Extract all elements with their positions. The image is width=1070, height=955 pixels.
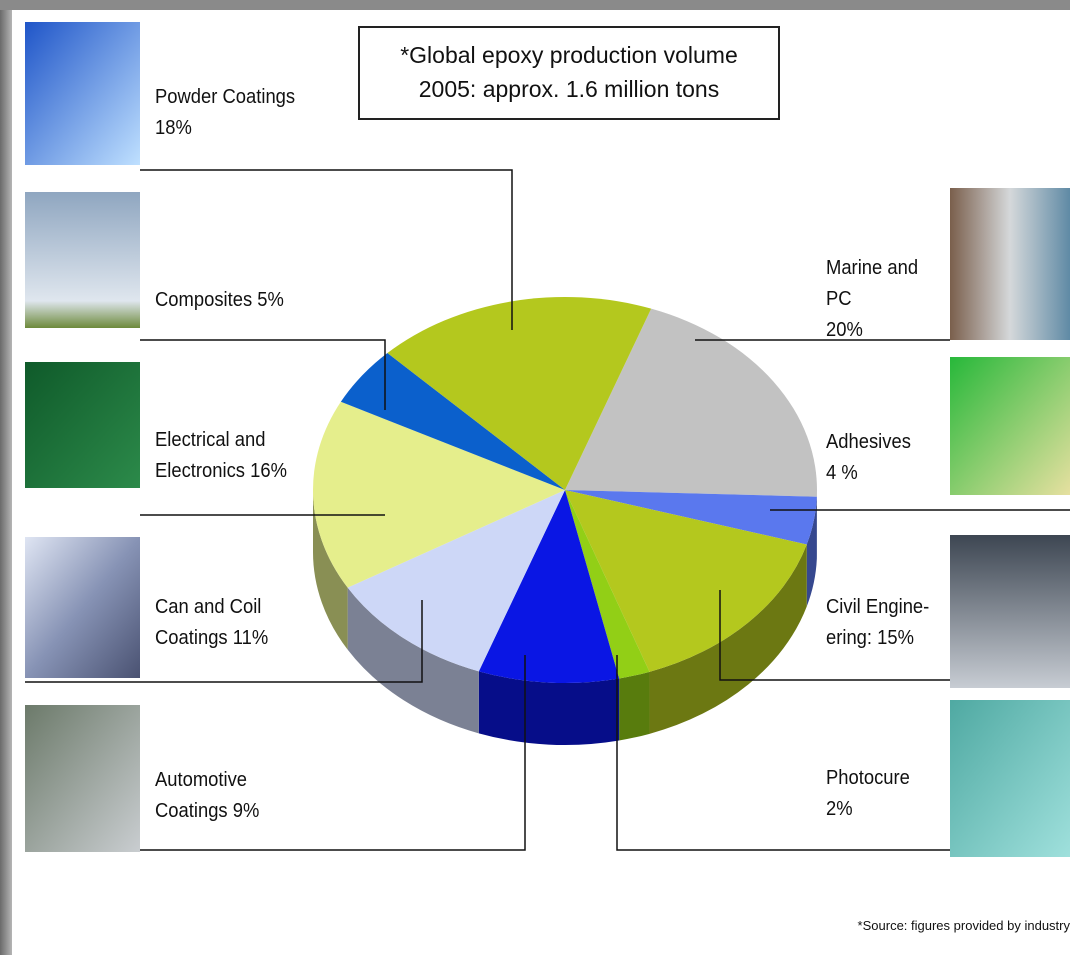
leader-line bbox=[140, 339, 386, 410]
photo bbox=[25, 705, 140, 852]
value-label: 5% bbox=[257, 289, 284, 311]
source-note: *Source: figures provided by industry bbox=[857, 918, 1070, 933]
leader-line bbox=[140, 169, 513, 330]
photos bbox=[25, 22, 1070, 857]
slice-label: Adhesives 4 % bbox=[826, 427, 911, 489]
slice bbox=[340, 353, 565, 490]
slice bbox=[313, 401, 565, 588]
leader-line bbox=[25, 600, 423, 683]
leader-lines bbox=[25, 169, 1070, 851]
slice-label: Photocure 2% bbox=[826, 763, 910, 825]
slice-side bbox=[478, 671, 620, 745]
value-label: 9% bbox=[232, 800, 260, 822]
slice-side bbox=[649, 544, 807, 734]
value-label: 11% bbox=[232, 627, 269, 649]
category-label: Photocure bbox=[826, 767, 910, 789]
slice-side bbox=[806, 496, 817, 607]
frame-edge bbox=[0, 0, 12, 955]
slice-side bbox=[347, 587, 479, 734]
slice bbox=[387, 296, 652, 490]
slice-label: Can and Coil Coatings 11% bbox=[155, 592, 268, 654]
value-label: 2% bbox=[826, 798, 853, 820]
slice bbox=[565, 490, 807, 672]
slice-label: Automotive Coatings 9% bbox=[155, 765, 259, 827]
slice bbox=[478, 490, 620, 683]
category-label: Adhesives bbox=[826, 431, 911, 453]
category-label: Powder Coatings bbox=[155, 86, 296, 108]
category-label: Composites bbox=[155, 289, 253, 311]
value-label: 15% bbox=[877, 627, 914, 649]
photo bbox=[25, 192, 140, 328]
photo bbox=[950, 700, 1070, 857]
slice-side bbox=[313, 490, 348, 650]
leader-line bbox=[140, 655, 526, 851]
slice-label: Composites 5% bbox=[155, 285, 284, 316]
photo bbox=[25, 22, 140, 165]
category-label: Automotive Coatings bbox=[155, 769, 248, 822]
photo bbox=[950, 357, 1070, 495]
slice-label: Marine and PC 20% bbox=[826, 253, 918, 346]
slice bbox=[347, 490, 565, 672]
category-label: Can and Coil Coatings bbox=[155, 596, 262, 649]
value-label: 16% bbox=[250, 460, 287, 482]
frame-edge bbox=[0, 0, 1070, 10]
slice-label: Civil Engine- ering: 15% bbox=[826, 592, 929, 654]
photo bbox=[25, 362, 140, 488]
photo bbox=[950, 188, 1070, 340]
value-label: 18% bbox=[155, 117, 192, 139]
slice-label: Powder Coatings 18% bbox=[155, 82, 295, 144]
photo bbox=[25, 537, 140, 678]
value-label: 4 % bbox=[826, 462, 858, 484]
chart-title: *Global epoxy production volume 2005: ap… bbox=[358, 26, 780, 120]
slice bbox=[565, 490, 817, 545]
value-label: 20% bbox=[826, 319, 863, 341]
category-label: Electrical and Electronics bbox=[155, 429, 266, 482]
category-label: Marine and PC bbox=[826, 257, 919, 310]
leader-line bbox=[719, 590, 950, 681]
category-label: Civil Engine- ering: bbox=[826, 596, 930, 649]
leader-line bbox=[616, 655, 950, 851]
slice bbox=[565, 490, 650, 679]
slice-side bbox=[619, 671, 650, 741]
pie bbox=[313, 296, 817, 745]
photo bbox=[950, 535, 1070, 688]
slice-label: Electrical and Electronics 16% bbox=[155, 425, 287, 487]
slice bbox=[565, 308, 817, 497]
